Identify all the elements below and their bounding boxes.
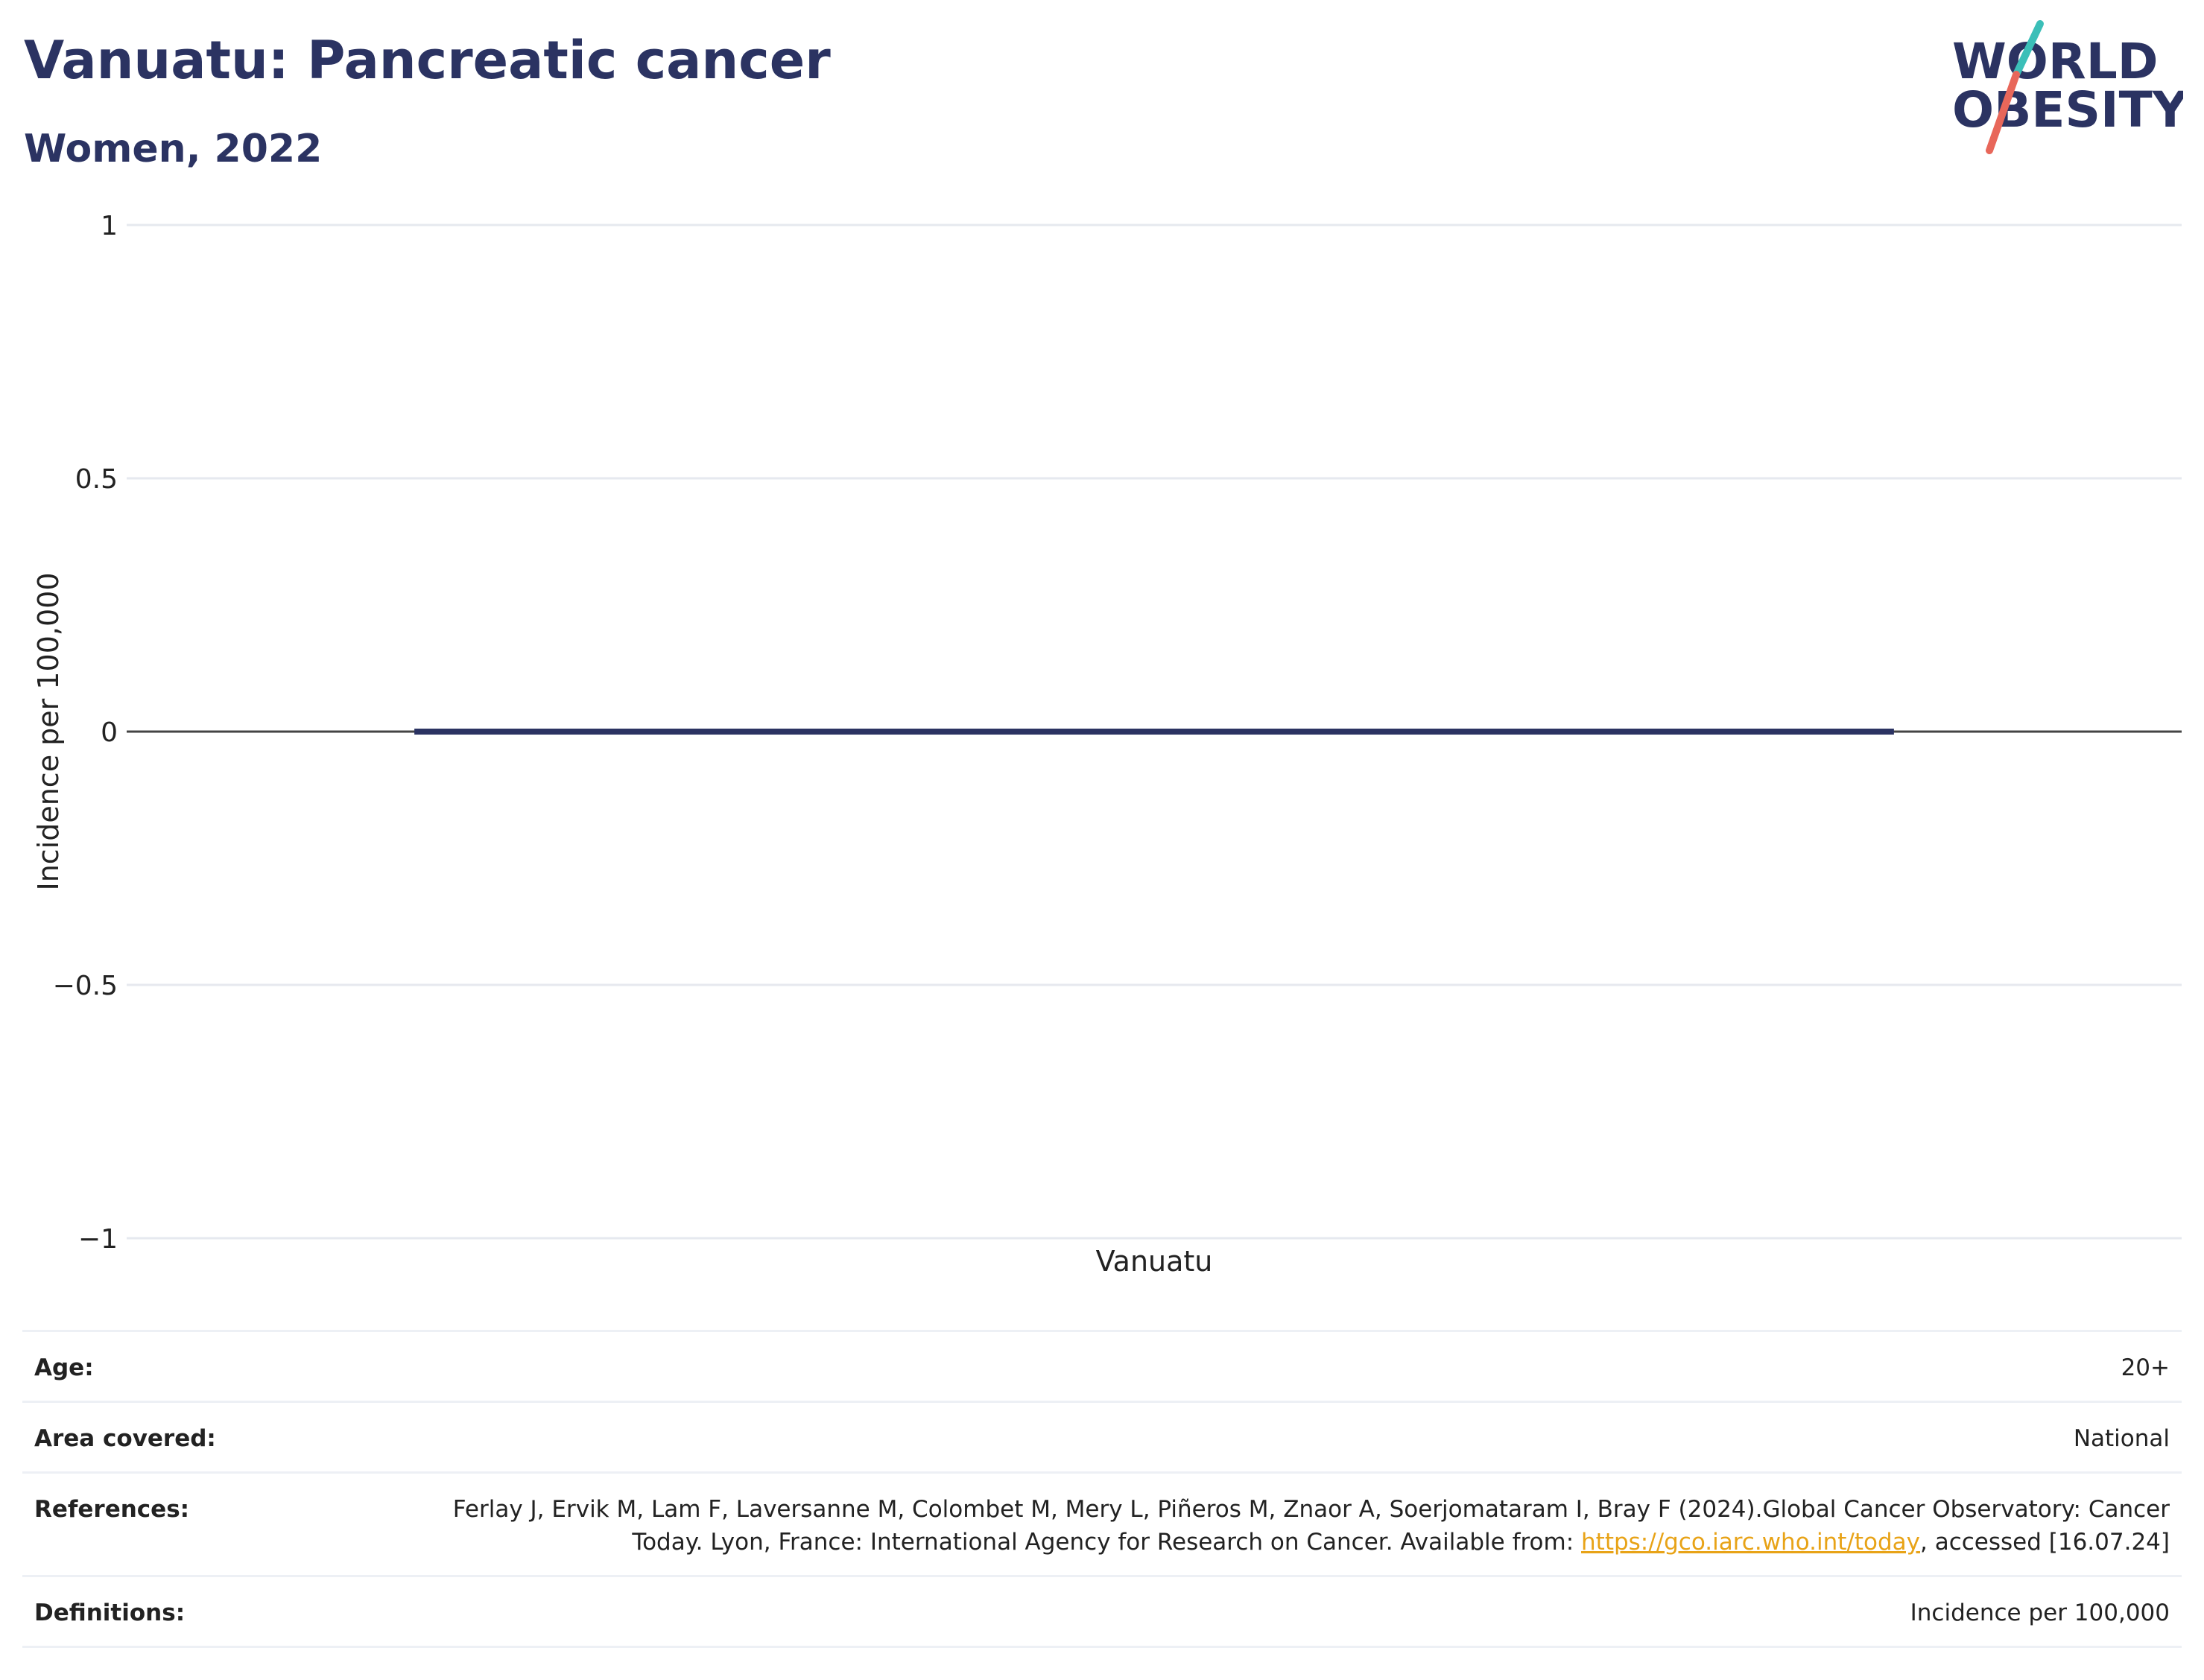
meta-value-definitions: Incidence per 100,000	[1910, 1600, 2170, 1626]
reference-link[interactable]: https://gco.iarc.who.int/today	[1581, 1529, 1920, 1556]
meta-row-definitions: Definitions: Incidence per 100,000	[22, 1575, 2182, 1648]
reference-accessed: , accessed [16.07.24]	[1919, 1529, 2170, 1556]
logo-slash-bottom	[1986, 71, 2020, 154]
bars	[414, 729, 1894, 735]
meta-label-references: References:	[34, 1496, 190, 1523]
metadata-table: Age: 20+ Area covered: National Referenc…	[22, 1330, 2182, 1648]
meta-row-age: Age: 20+	[22, 1330, 2182, 1401]
x-tick-labels: Vanuatu	[1096, 1245, 1213, 1278]
meta-label-age: Age:	[34, 1354, 94, 1381]
chart-subtitle: Women, 2022	[24, 127, 323, 171]
meta-row-area: Area covered: National	[22, 1401, 2182, 1471]
y-tick-label: 0	[101, 717, 118, 748]
meta-value-references: Ferlay J, Ervik M, Lam F, Laversanne M, …	[381, 1493, 2170, 1559]
chart-title: Vanuatu: Pancreatic cancer	[24, 30, 831, 91]
logo-text-obesity: OBESITY	[1952, 81, 2183, 139]
bar-vanuatu	[414, 729, 1894, 735]
meta-label-definitions: Definitions:	[34, 1600, 186, 1626]
y-axis-label: Incidence per 100,000	[32, 572, 65, 890]
x-tick-label: Vanuatu	[1096, 1245, 1213, 1278]
y-tick-label: 0.5	[75, 464, 118, 495]
y-tick-label: 1	[101, 211, 118, 241]
meta-row-references: References: Ferlay J, Ervik M, Lam F, La…	[22, 1471, 2182, 1575]
world-obesity-logo: WORLD OBESITY	[1952, 20, 2183, 154]
logo-text-world: WORLD	[1952, 33, 2159, 90]
meta-value-area: National	[2073, 1425, 2170, 1452]
logo-slash-top	[2013, 20, 2044, 78]
y-tick-labels: 1 0.5 0 −0.5 −1	[53, 211, 118, 1255]
meta-label-area: Area covered:	[34, 1425, 216, 1452]
y-tick-label: −1	[78, 1224, 118, 1255]
meta-value-age: 20+	[2121, 1354, 2170, 1381]
y-tick-label: −0.5	[53, 971, 118, 1001]
bar-chart: 1 0.5 0 −0.5 −1 Vanuatu Incidence per 100,00…	[32, 211, 2182, 1278]
reference-text: Ferlay J, Ervik M, Lam F, Laversanne M, …	[452, 1496, 2170, 1556]
